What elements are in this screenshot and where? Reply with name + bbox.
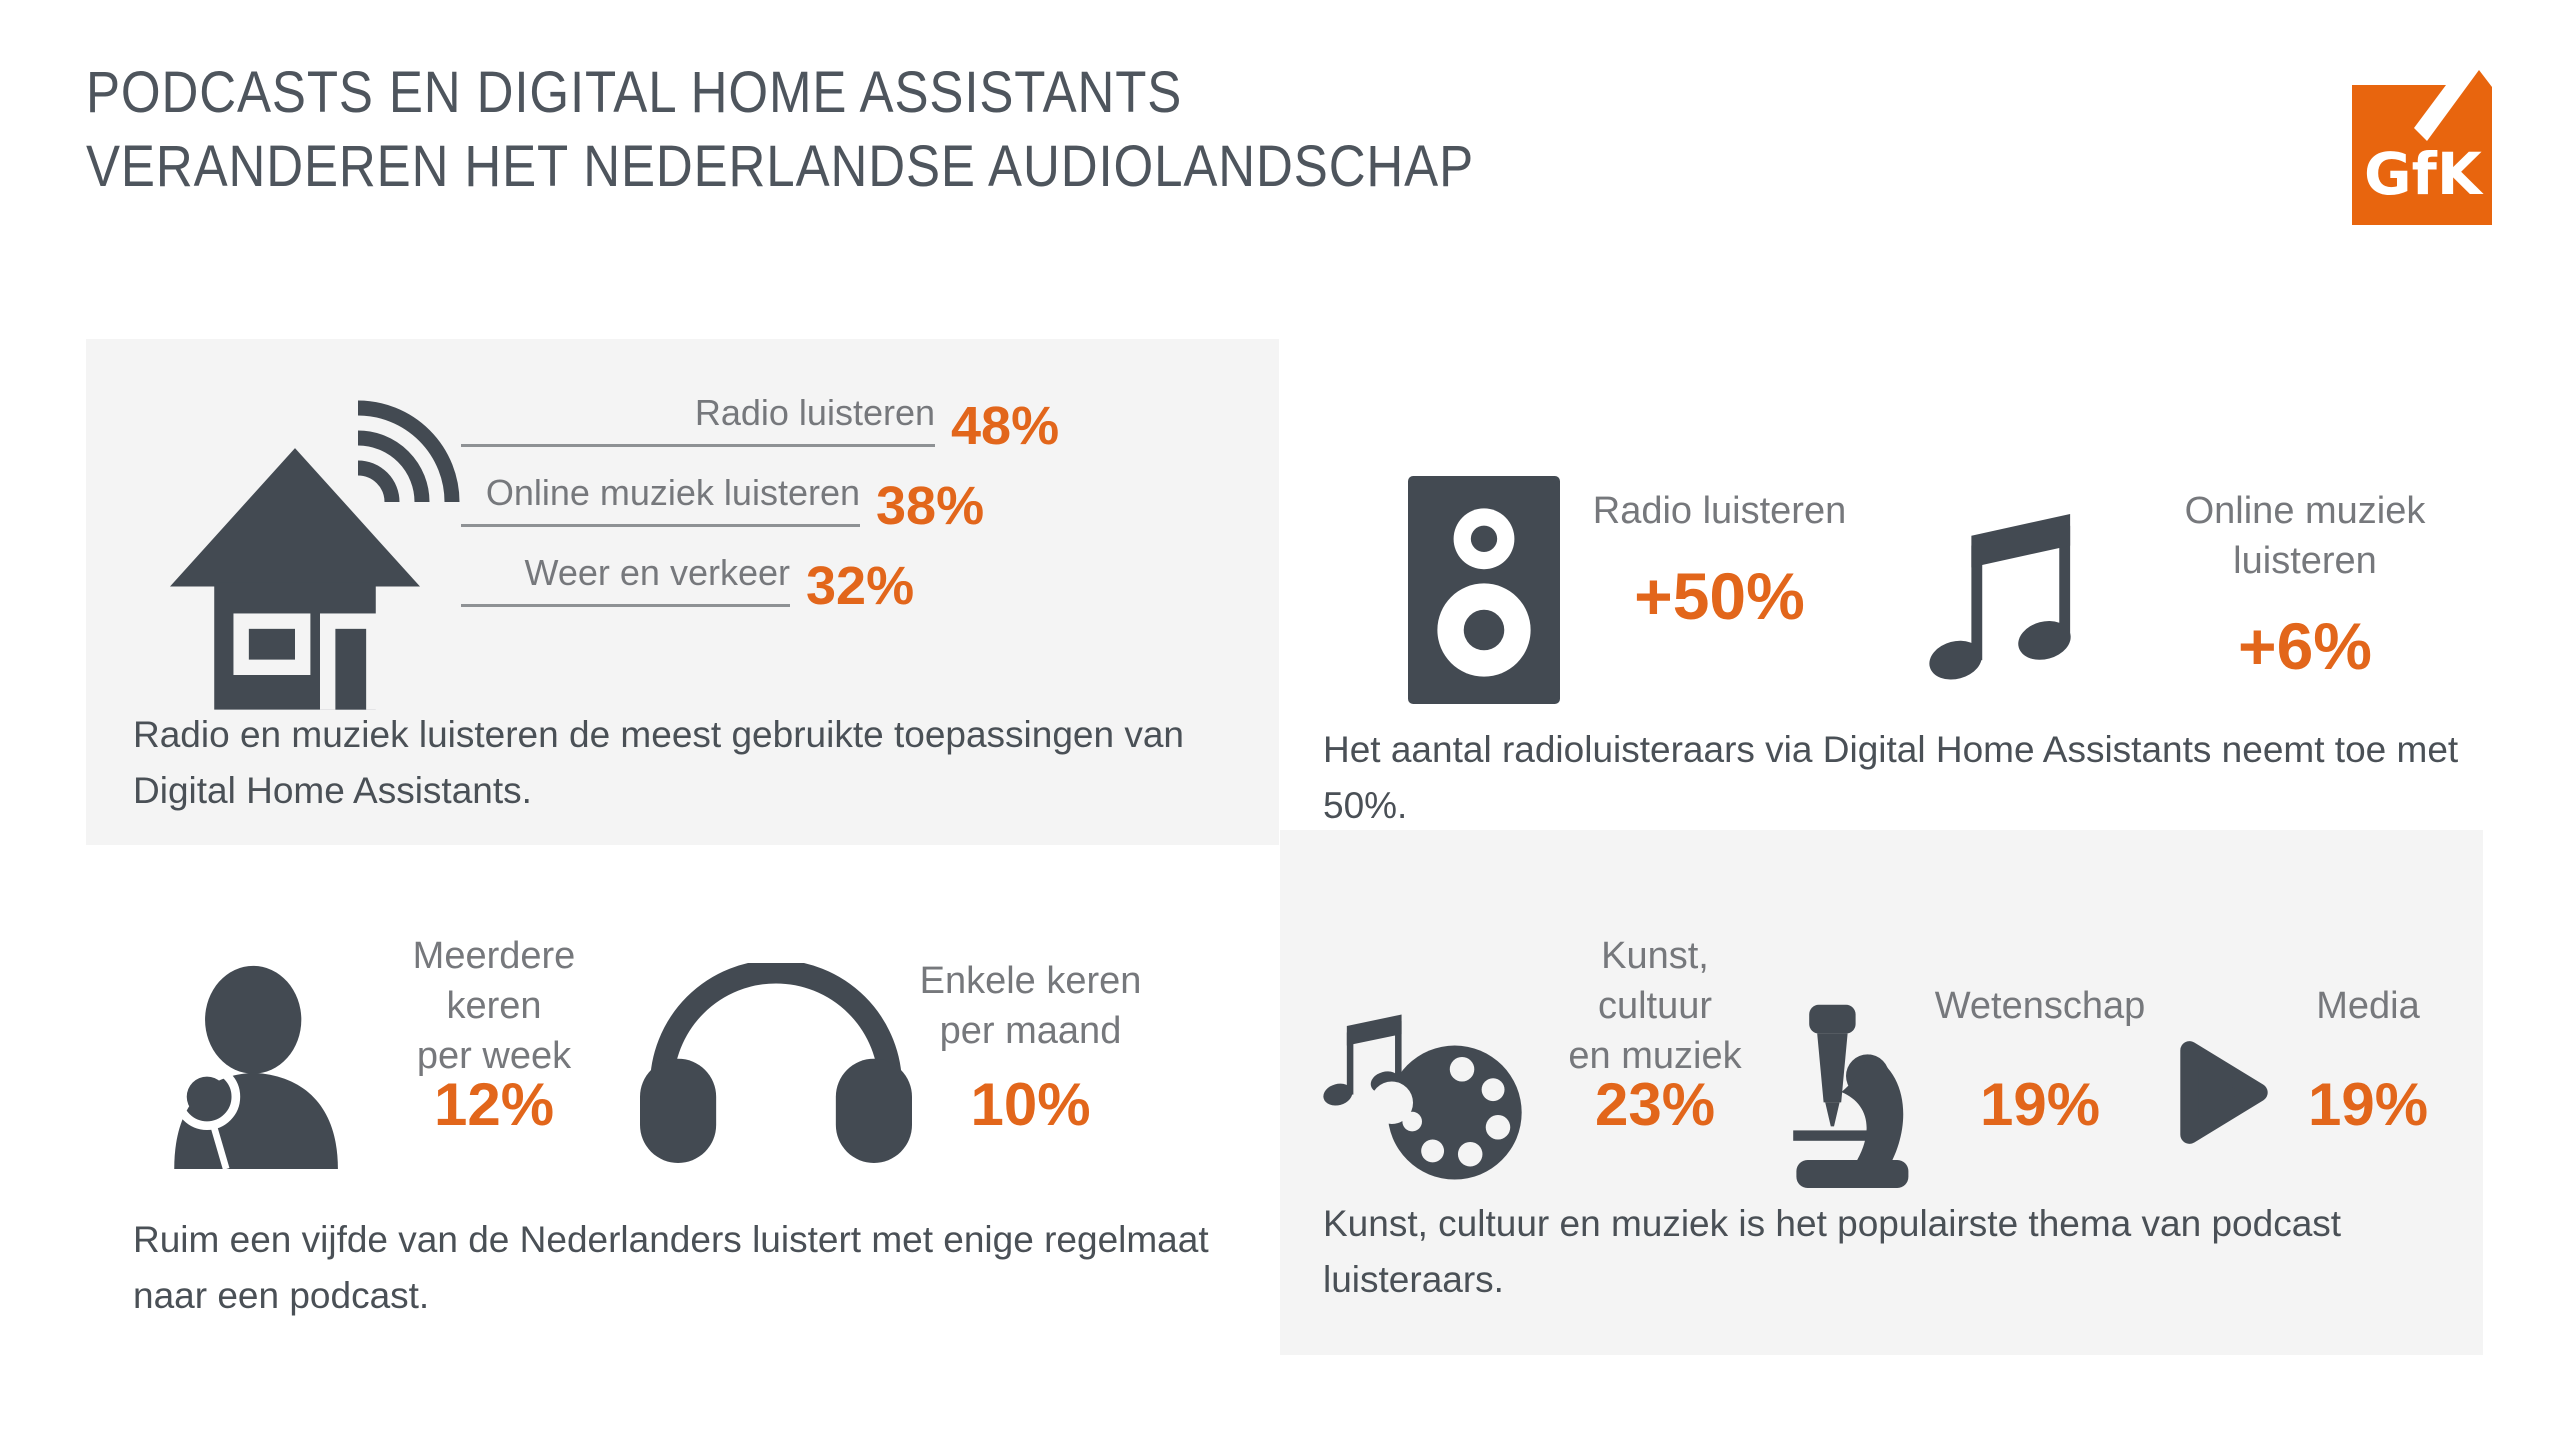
gfk-logo-text: GfK — [2364, 140, 2484, 208]
stat-label: Weer en verkeer — [461, 552, 790, 607]
stat-value: 48% — [951, 396, 1060, 456]
stat-label-line1: Wetenschap — [1934, 984, 2146, 1027]
podcaster-icon — [152, 962, 364, 1169]
stat-label: Online muziek luisteren — [461, 472, 860, 527]
stat-row-weer-verkeer: Weer en verkeer 32% — [461, 552, 914, 616]
stat-value: 10% — [970, 1071, 1091, 1138]
panel-podcast-themes: Kunst, cultuur en muziek 23% Weten — [1280, 830, 2483, 1355]
stat-value: 19% — [2307, 1071, 2429, 1138]
panel-home-assistants: Radio luisteren 48% Online muziek luiste… — [86, 339, 1279, 845]
stat-value: 12% — [433, 1071, 555, 1138]
panel-frequency-caption: Ruim een vijfde van de Nederlanders luis… — [133, 1219, 1209, 1316]
stat-group-radio-groei: Radio luisteren +50% — [1592, 486, 1847, 634]
gfk-logo-icon: GfK — [2352, 70, 2492, 225]
music-note-icon — [1922, 492, 2080, 692]
page-title-line1: PODCASTS EN DIGITAL HOME ASSISTANTS — [86, 60, 1183, 125]
stat-label: Online muziek luisteren — [2184, 490, 2426, 583]
stat-value: +50% — [1634, 559, 1805, 634]
stat-label-line1: Enkele keren — [919, 959, 1142, 1002]
stat-label-line1: Media — [2316, 984, 2420, 1027]
panel-themes-caption: Kunst, cultuur en muziek is het populair… — [1323, 1203, 2342, 1300]
page-title-line2: VERANDEREN HET NEDERLANDSE AUDIOLANDSCHA… — [86, 133, 1475, 199]
stat-row-radio: Radio luisteren 48% — [461, 392, 1059, 456]
panel-home-assistants-caption: Radio en muziek luisteren de meest gebru… — [133, 714, 1185, 811]
stat-group-media: Media 19% — [2258, 952, 2478, 1139]
stat-label-line1: Meerdere keren — [412, 934, 576, 1027]
speaker-icon — [1408, 476, 1560, 704]
headphones-icon — [640, 963, 912, 1168]
stat-label-line1: Kunst, cultuur — [1597, 934, 1713, 1027]
stat-label-line2: per week — [416, 1035, 572, 1078]
stat-label-line2: en muziek — [1568, 1035, 1742, 1078]
stat-value: 19% — [1979, 1071, 2101, 1138]
gfk-logo: GfK — [2352, 68, 2492, 226]
stat-group-per-maand: Enkele keren per maand 10% — [903, 952, 1158, 1139]
stat-group-wetenschap: Wetenschap 19% — [1925, 952, 2155, 1139]
stat-label: Radio luisteren — [1592, 490, 1847, 532]
wifi-signal-icon — [350, 390, 470, 510]
page-title: PODCASTS EN DIGITAL HOME ASSISTANTS VERAN… — [86, 56, 1474, 203]
microscope-icon — [1788, 1000, 1920, 1188]
stat-value: 32% — [806, 556, 915, 616]
stat-label: Radio luisteren — [461, 392, 935, 447]
stat-value: 23% — [1594, 1071, 1716, 1138]
stat-value: +6% — [2238, 609, 2372, 684]
stat-group-online-muziek-groei: Online muziek luisteren +6% — [2110, 486, 2500, 684]
stat-group-per-week: Meerdere keren per week 12% — [369, 935, 619, 1139]
smart-home-icon — [170, 439, 420, 711]
art-palette-icon — [1308, 990, 1536, 1182]
play-icon — [2165, 1035, 2283, 1150]
panel-growth-caption: Het aantal radioluisteraars via Digital … — [1323, 729, 2459, 826]
stat-label-line2: per maand — [939, 1010, 1122, 1052]
stat-row-online-muziek: Online muziek luisteren 38% — [461, 472, 984, 536]
stat-group-kunst-cultuur: Kunst, cultuur en muziek 23% — [1540, 935, 1770, 1139]
stat-value: 38% — [876, 476, 985, 536]
